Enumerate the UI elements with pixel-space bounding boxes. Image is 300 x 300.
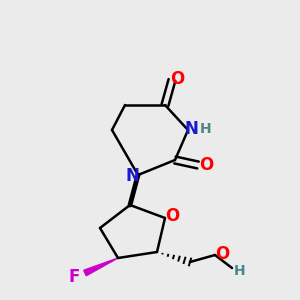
Text: O: O [199,156,213,174]
Text: F: F [68,268,80,286]
Text: O: O [165,207,179,225]
Text: H: H [234,264,246,278]
Text: N: N [184,120,198,138]
Text: O: O [170,70,184,88]
Text: O: O [215,245,229,263]
Text: N: N [125,167,139,185]
Polygon shape [84,258,118,276]
Text: H: H [200,122,212,136]
